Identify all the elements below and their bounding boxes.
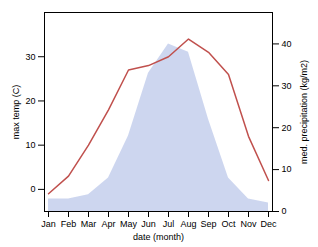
- svg-text:Sep: Sep: [200, 219, 216, 229]
- svg-text:0: 0: [282, 206, 287, 216]
- svg-text:0: 0: [30, 184, 35, 194]
- svg-text:10: 10: [282, 164, 292, 174]
- svg-text:Aug: Aug: [180, 219, 196, 229]
- svg-text:30: 30: [282, 81, 292, 91]
- svg-text:Jul: Jul: [163, 219, 175, 229]
- svg-text:40: 40: [282, 39, 292, 49]
- svg-text:20: 20: [25, 96, 35, 106]
- svg-text:May: May: [120, 219, 138, 229]
- svg-text:20: 20: [282, 123, 292, 133]
- svg-text:max temp (C): max temp (C): [11, 85, 21, 140]
- svg-text:Nov: Nov: [240, 219, 257, 229]
- svg-text:30: 30: [25, 52, 35, 62]
- svg-text:Dec: Dec: [260, 219, 277, 229]
- svg-text:date (month): date (month): [133, 232, 184, 242]
- svg-text:Oct: Oct: [221, 219, 236, 229]
- svg-text:Apr: Apr: [101, 219, 115, 229]
- svg-text:Jun: Jun: [141, 219, 156, 229]
- svg-text:Feb: Feb: [61, 219, 77, 229]
- svg-text:med. precipitation (kg/m2): med. precipitation (kg/m2): [299, 60, 309, 164]
- svg-text:10: 10: [25, 140, 35, 150]
- svg-text:Mar: Mar: [81, 219, 97, 229]
- svg-text:Jan: Jan: [41, 219, 56, 229]
